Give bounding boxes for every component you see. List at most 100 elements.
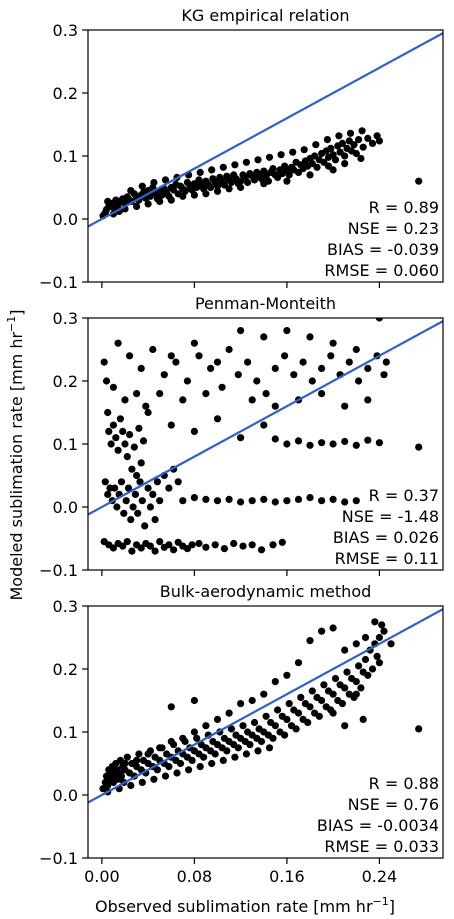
data-point bbox=[185, 766, 193, 774]
data-point bbox=[190, 191, 198, 199]
data-point bbox=[359, 143, 367, 151]
data-point bbox=[237, 327, 245, 335]
data-point bbox=[128, 547, 136, 555]
data-point bbox=[254, 747, 262, 755]
data-point bbox=[346, 129, 355, 137]
data-point bbox=[329, 624, 337, 632]
data-point bbox=[329, 166, 337, 174]
data-point bbox=[262, 390, 270, 398]
data-point bbox=[371, 618, 379, 626]
stat-label: NSE = 0.76 bbox=[348, 795, 439, 814]
data-point bbox=[219, 163, 227, 171]
data-point bbox=[387, 640, 395, 648]
y-axis-label-end: ] bbox=[7, 309, 26, 315]
data-point bbox=[415, 177, 423, 185]
data-point bbox=[227, 725, 235, 733]
data-point bbox=[278, 538, 286, 546]
data-point bbox=[368, 665, 377, 673]
panel-1: KG empirical relation −0.1 0.0 0.1 0.2 0.3 R =… bbox=[39, 6, 444, 292]
data-point bbox=[415, 725, 423, 733]
data-point bbox=[225, 709, 233, 717]
data-point bbox=[304, 718, 312, 727]
stat-label: R = 0.88 bbox=[369, 774, 439, 793]
data-point bbox=[119, 542, 127, 550]
y-tick-label: −0.1 bbox=[39, 561, 78, 580]
data-point bbox=[138, 182, 146, 190]
data-point bbox=[242, 158, 250, 166]
data-point bbox=[107, 440, 115, 448]
data-point bbox=[131, 490, 139, 498]
data-point bbox=[350, 141, 358, 149]
data-point bbox=[165, 484, 173, 492]
data-point bbox=[130, 443, 138, 451]
data-point bbox=[355, 136, 363, 144]
data-point bbox=[141, 522, 149, 530]
data-point bbox=[218, 383, 226, 391]
data-point bbox=[306, 441, 314, 449]
data-point bbox=[156, 538, 164, 546]
data-point bbox=[375, 137, 383, 145]
data-point bbox=[315, 712, 323, 720]
data-point bbox=[341, 646, 349, 654]
data-point bbox=[133, 756, 141, 765]
data-point bbox=[123, 453, 131, 461]
data-point bbox=[138, 778, 146, 787]
one-to-one-line bbox=[88, 32, 443, 228]
data-point bbox=[290, 371, 298, 379]
data-point bbox=[114, 339, 122, 347]
data-point bbox=[174, 478, 182, 486]
data-point bbox=[144, 484, 152, 492]
data-point bbox=[135, 424, 143, 432]
data-point bbox=[149, 490, 157, 498]
data-point bbox=[364, 436, 372, 444]
data-point bbox=[306, 171, 314, 179]
stat-label: NSE = -1.48 bbox=[342, 507, 439, 526]
data-point bbox=[318, 390, 326, 398]
data-point bbox=[262, 712, 270, 720]
data-point bbox=[196, 763, 204, 771]
data-point bbox=[242, 750, 250, 758]
data-point bbox=[144, 408, 152, 417]
data-point bbox=[335, 132, 343, 140]
data-point bbox=[179, 734, 187, 742]
plot-area bbox=[88, 32, 443, 228]
data-point bbox=[331, 156, 340, 164]
data-point bbox=[308, 687, 316, 695]
data-point bbox=[260, 690, 268, 698]
panel-title: Bulk-aerodynamic method bbox=[160, 582, 372, 601]
data-point bbox=[292, 725, 300, 733]
data-point bbox=[260, 333, 268, 341]
data-point bbox=[352, 345, 360, 354]
data-point bbox=[165, 541, 173, 549]
data-point bbox=[285, 171, 293, 179]
y-tick-label: −0.1 bbox=[39, 849, 78, 868]
data-point bbox=[382, 358, 390, 366]
data-point bbox=[104, 781, 112, 790]
data-point bbox=[271, 678, 279, 686]
data-point bbox=[341, 722, 349, 730]
panel-3: Bulk-aerodynamic method −0.1 0.0 0.1 0.2 0.3 0… bbox=[39, 582, 444, 886]
y-tick-label: 0.3 bbox=[53, 21, 78, 40]
data-point bbox=[253, 377, 261, 385]
data-point bbox=[161, 176, 170, 184]
data-point bbox=[190, 427, 198, 435]
data-point bbox=[306, 637, 314, 645]
data-point bbox=[207, 183, 215, 192]
data-point bbox=[254, 156, 262, 164]
y-tick-label: 0.0 bbox=[53, 210, 78, 229]
stat-label: RMSE = 0.11 bbox=[335, 549, 439, 568]
data-point bbox=[123, 753, 131, 761]
data-point bbox=[213, 182, 222, 190]
data-point bbox=[202, 495, 210, 503]
y-tick-label: 0.3 bbox=[53, 597, 78, 616]
data-point bbox=[269, 734, 277, 742]
data-point bbox=[375, 633, 383, 642]
data-point bbox=[102, 377, 111, 385]
data-point bbox=[375, 439, 383, 447]
y-tick-label: 0.2 bbox=[53, 660, 78, 679]
data-point bbox=[127, 516, 135, 524]
data-point bbox=[127, 187, 135, 195]
y-tick-label: 0.3 bbox=[53, 309, 78, 328]
data-point bbox=[313, 163, 321, 171]
stat-label: R = 0.37 bbox=[369, 486, 439, 505]
